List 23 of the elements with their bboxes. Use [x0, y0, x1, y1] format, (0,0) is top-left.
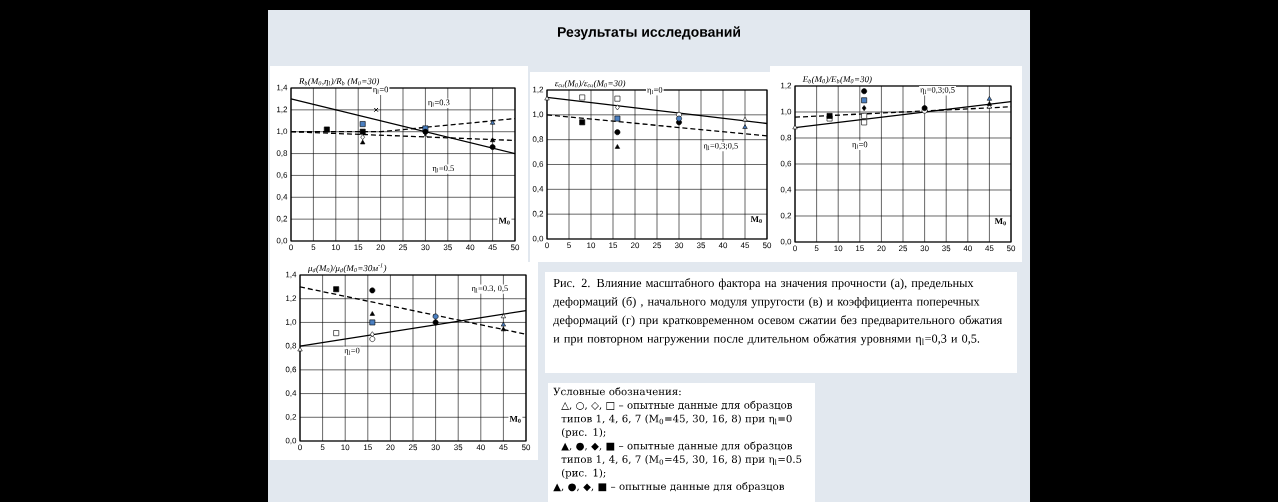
- annotation: η$_{l}$=0: [852, 141, 868, 149]
- annotation: η$_{l}$=0.3: [428, 99, 450, 108]
- text: R$_{b}$(M$_{0}$,η$_{l}$)/R$_{b}$ (M$_{0}$=30): [298, 77, 380, 87]
- x-axis-title: M$_{0}$: [509, 415, 521, 423]
- x-axis-title: M$_{0}$: [498, 217, 510, 225]
- annotation: η$_{l}$=0,3;0,5: [920, 86, 955, 95]
- text: ▲, ●, ◆, ■ – опытные данные для образцов: [553, 482, 785, 493]
- annotation: η$_{l}$=0: [647, 87, 663, 95]
- text: μ$_{d}$(M$_{0}$)/μ$_{d}$(M$_{0}$=30м$^{-1}$): [307, 263, 387, 273]
- text: ▲, ●, ◆, ■ – опытные данные для образцов типов 1, 4, 6, 7 (M$_{0}$=45, 30, 16, 8) при η$_{l}$=0.5 (рис. 1);: [561, 441, 802, 479]
- x-axis-title: M$_{0}$: [750, 216, 762, 224]
- annotation: η$_{l}$=0.3, 0,5: [471, 285, 508, 293]
- annotation: η$_{l}$=0: [344, 347, 360, 356]
- x-axis-title: M$_{0}$: [994, 218, 1006, 226]
- text: Условные обозначения:: [553, 387, 681, 396]
- text: Результаты исследований: [557, 26, 740, 40]
- annotation: η$_{l}$=0.5: [432, 165, 454, 173]
- text: Рис. 2. Влияние масштабного фактора на значения прочности (а), предельных деформаций (б) , начального модуля упругости (в) и коэффициента поперечных деформаций (г) при кратковременном осевом сжатии без предварительного обжатия и при повторном нагружении после длительном обжатия уровнями η$_{l}$=0,3 и 0,5.: [553, 278, 1003, 346]
- text: △, ○, ◇, □ – опытные данные для образцов типов 1, 4, 6, 7 (M$_{0}$=45, 30, 16, 8) при η$_{l}$=0 (рис. 1);: [561, 400, 793, 438]
- text: E$_{b}$(M$_{0}$)/E$_{b}$(M$_{0}$=30): [802, 75, 872, 85]
- annotation: η$_{l}$=0,3;0,5: [703, 142, 738, 151]
- annotation: η$_{l}$=0: [372, 86, 389, 94]
- text: ε$_{cu}$(M$_{0}$)/ε$_{cu}$(M$_{0}$=30): [554, 79, 626, 89]
